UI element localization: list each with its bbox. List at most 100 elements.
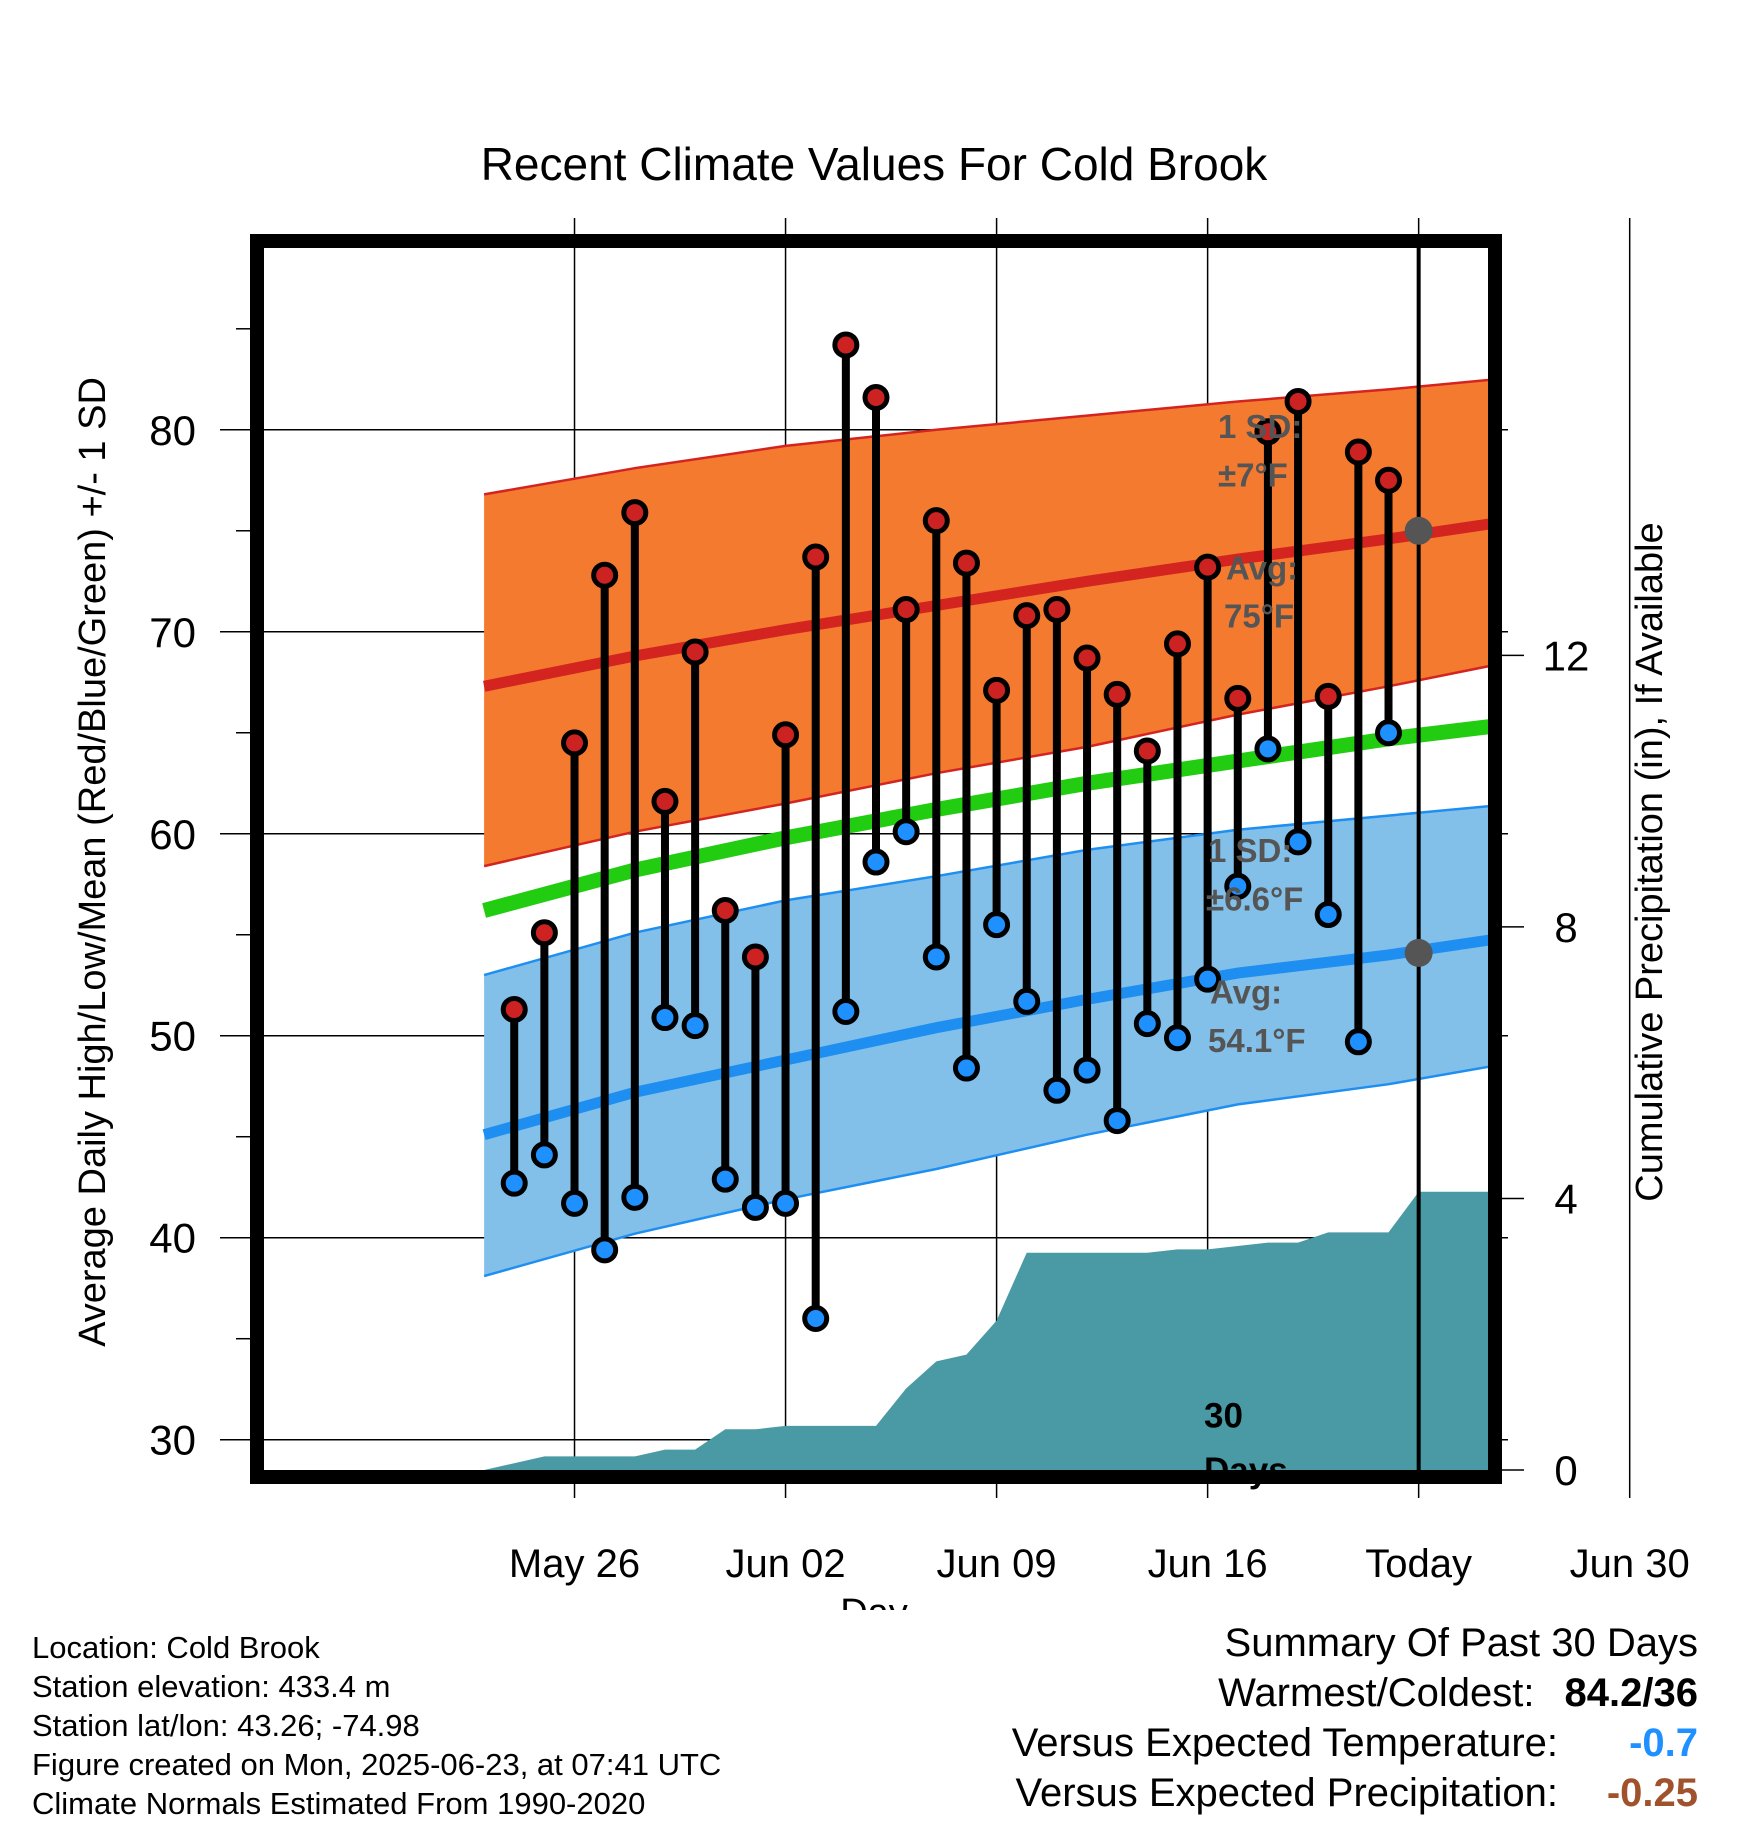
daily-high-point [1013,602,1041,630]
daily-high-point [1103,680,1131,708]
daily-low-point [651,1004,679,1032]
daily-high-point [1163,630,1191,658]
daily-high-point [1314,682,1342,710]
summary-temp-row: Versus Expected Temperature: -0.7 [1012,1718,1698,1768]
daily-low-point [1013,987,1041,1015]
daily-high-point [1284,388,1312,416]
today-expected-low-point [1404,938,1433,967]
daily-low-point [1344,1028,1372,1056]
high-avg-value: 75°F [1224,598,1294,635]
plot-frame [250,234,1502,1484]
daily-low-point [500,1169,528,1197]
daily-low-point [952,1054,980,1082]
daily-high-point [1133,737,1161,765]
daily-low-point [1314,901,1342,929]
x-tick-label: Jun 02 [726,1542,846,1586]
daily-low-point [561,1189,589,1217]
daily-low-point [681,1012,709,1040]
normals-text: Climate Normals Estimated From 1990-2020 [32,1786,646,1821]
y2-tick-label: 8 [1554,904,1577,951]
low-sd-value: ±6.6°F [1206,881,1303,918]
precip-value: -0.25 [1606,1771,1698,1815]
summary-warmest-row: Warmest/Coldest: 84.2/36 [1012,1668,1698,1718]
plot-border [250,234,1502,1484]
daily-high-point [772,721,800,749]
daily-low-point [1163,1024,1191,1052]
precip-label: Versus Expected Precipitation: [1015,1771,1558,1815]
high-upper-edge [483,378,1488,496]
location-text: Location: Cold Brook [32,1630,320,1665]
daily-high-point [500,995,528,1023]
high-avg-label: Avg: [1226,549,1298,586]
y2-tick-label: 0 [1554,1447,1577,1494]
x-tick-label: Jun 30 [1570,1542,1690,1586]
x-tick-label: Jun 09 [937,1542,1057,1586]
daily-high-point [983,676,1011,704]
daily-low-point [832,997,860,1025]
high-sd-band [484,380,1488,867]
x-tick-label: Today [1365,1542,1472,1586]
daily-low-point [621,1183,649,1211]
daily-low-point [1103,1107,1131,1135]
precip-layer [484,1191,1488,1470]
daily-high-point [1073,644,1101,672]
warmest-label: Warmest/Coldest: [1218,1671,1535,1715]
high-sd-value: ±7°F [1218,456,1288,493]
daily-high-point [862,383,890,411]
station-info: Location: Cold Brook Station elevation: … [32,1628,721,1823]
y-tick-label: 60 [149,811,196,858]
x-axis-label: Day [840,1592,908,1610]
daily-high-point [1375,466,1403,494]
temp-label: Versus Expected Temperature: [1011,1721,1558,1765]
daily-high-point [832,331,860,359]
axes: 30 40 50 60 70 80 0 4 8 12 May 26 Jun 02 Jun 09 Jun 1… [149,328,1690,1586]
daily-low-point [530,1141,558,1169]
y-tick-label: 50 [149,1013,196,1060]
daily-low-point [711,1165,739,1193]
daily-low-point [892,818,920,846]
daily-low-point [1133,1010,1161,1038]
daily-low-point [862,848,890,876]
y-tick-label: 30 [149,1417,196,1464]
annotations: 1 SD: ±7°F Avg: 75°F 1 SD: ±6.6°F Avg: 54.1°F 30… [1204,408,1306,1490]
daily-low-point [591,1236,619,1264]
daily-high-point [741,943,769,971]
summary-title: Summary Of Past 30 Days [1224,1621,1698,1665]
daily-low-point [983,911,1011,939]
x-tick-label: May 26 [509,1542,640,1586]
daily-high-point [922,507,950,535]
daily-high-point [1344,438,1372,466]
daily-high-point [711,897,739,925]
low-lower-edge [483,1065,1488,1278]
low-avg-value: 54.1°F [1208,1022,1306,1059]
climate-chart: Recent Climate Values For Cold Brook 30 4… [72,138,1690,1610]
daily-high-point [651,787,679,815]
created-text: Figure created on Mon, 2025-06-23, at 07… [32,1747,722,1782]
y-tick-label: 70 [149,609,196,656]
daily-low-point [1194,965,1222,993]
daily-high-point [530,919,558,947]
daily-low-point [772,1189,800,1217]
low-sd-label: 1 SD: [1208,832,1292,869]
daily-high-point [621,499,649,527]
daily-low-point [922,943,950,971]
daily-high-point [561,729,589,757]
daily-high-point [1224,684,1252,712]
y2-tick-label: 4 [1554,1175,1577,1222]
today-days-label: Days [1204,1451,1288,1490]
chart-title: Recent Climate Values For Cold Brook [481,138,1269,190]
low-avg-label: Avg: [1210,973,1282,1010]
daily-low-point [802,1305,830,1333]
y-tick-label: 40 [149,1215,196,1262]
daily-low-point [1043,1076,1071,1104]
latlon-text: Station lat/lon: 43.26; -74.98 [32,1708,420,1743]
low-sd-band [484,806,1488,1277]
y2-tick-label: 12 [1543,632,1590,679]
elevation-text: Station elevation: 433.4 m [32,1669,391,1704]
daily-high-point [892,596,920,624]
daily-low-point [1375,719,1403,747]
daily-low-point [1224,872,1252,900]
summary-precip-row: Versus Expected Precipitation: -0.25 [1012,1768,1698,1818]
today-days-number: 30 [1204,1397,1243,1436]
temp-value: -0.7 [1629,1721,1698,1765]
